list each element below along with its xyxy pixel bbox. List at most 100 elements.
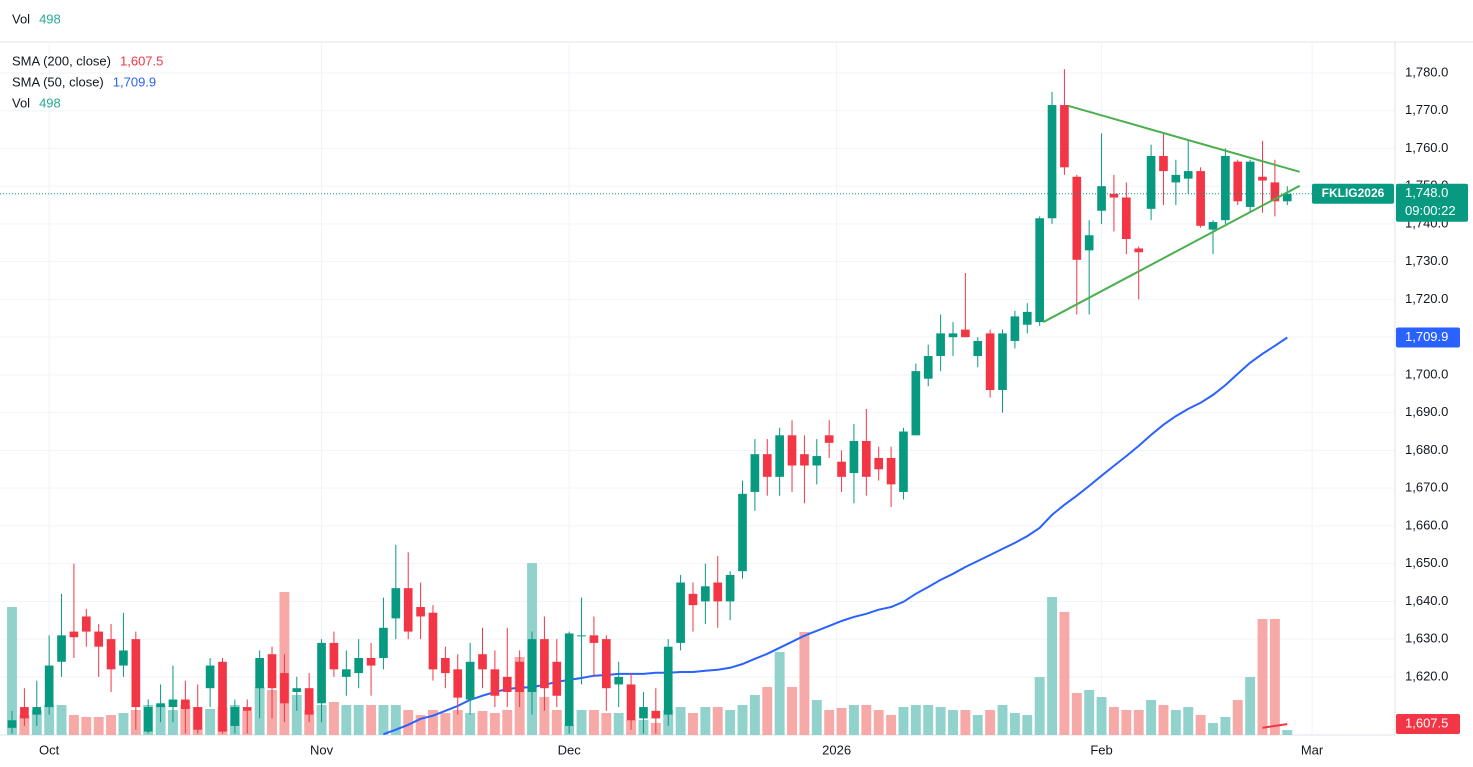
candle-body xyxy=(478,654,487,670)
last-price-label: 1,748.0 xyxy=(1405,185,1448,200)
volume-bar xyxy=(601,713,612,735)
volume-bar xyxy=(328,702,339,735)
candle-body xyxy=(230,707,240,726)
candle-body xyxy=(502,676,512,692)
y-tick-label: 1,620.0 xyxy=(1405,668,1448,683)
y-tick-label: 1,650.0 xyxy=(1405,555,1448,570)
candle-body xyxy=(317,642,326,704)
volume-bar xyxy=(428,710,438,735)
volume-bar xyxy=(106,715,117,735)
y-tick-label: 1,730.0 xyxy=(1405,253,1448,268)
candle-body xyxy=(292,688,302,692)
x-tick-label: 2026 xyxy=(822,742,851,757)
candle-body xyxy=(44,665,54,708)
volume-bar xyxy=(762,687,773,735)
candle-body xyxy=(119,650,128,666)
candle-body xyxy=(936,333,945,357)
volume-bar xyxy=(1096,697,1107,735)
volume-bar xyxy=(1158,705,1169,735)
candle-body xyxy=(267,654,277,689)
candle-body xyxy=(1010,316,1020,341)
x-tick-label: Feb xyxy=(1090,742,1112,757)
volume-bar xyxy=(935,707,946,735)
candle-body xyxy=(552,661,562,696)
candle-body xyxy=(218,661,227,732)
candle-body xyxy=(923,356,933,379)
candle-body xyxy=(1221,155,1230,221)
y-tick-label: 1,770.0 xyxy=(1405,102,1448,117)
volume-bar xyxy=(588,710,599,735)
candle-body xyxy=(193,707,203,730)
candle-body xyxy=(564,633,574,726)
volume-bar xyxy=(1269,619,1280,735)
volume-bar xyxy=(56,705,67,735)
candle-body xyxy=(713,582,723,602)
y-tick-label: 1,680.0 xyxy=(1405,442,1448,457)
y-tick-label: 1,630.0 xyxy=(1405,631,1448,646)
price-badge xyxy=(1396,183,1468,222)
volume-bar xyxy=(502,710,513,735)
volume-bar xyxy=(489,713,500,735)
volume-bar xyxy=(1146,700,1157,735)
candle-body xyxy=(998,333,1007,391)
candle-body xyxy=(663,646,673,715)
volume-bar xyxy=(118,713,129,735)
volume-bar xyxy=(948,710,958,735)
sma-badge xyxy=(1396,327,1460,348)
candle-body xyxy=(911,371,921,436)
volume-bar xyxy=(1208,723,1218,735)
candle-body xyxy=(837,461,846,477)
volume-bar xyxy=(390,705,401,735)
volume-bar xyxy=(1108,707,1119,735)
candle-body xyxy=(391,588,401,619)
x-tick-label: Dec xyxy=(558,742,582,757)
candle-body xyxy=(762,454,772,477)
volume-bar xyxy=(291,695,302,735)
sma-badge-label: 1,607.5 xyxy=(1405,715,1448,730)
legend-name: SMA (200, close) xyxy=(12,53,111,68)
candle-body xyxy=(787,435,797,466)
x-tick-label: Nov xyxy=(310,742,334,757)
candle-body xyxy=(1233,161,1243,202)
volume-bar xyxy=(1232,700,1243,735)
candle-body xyxy=(1035,218,1044,323)
x-tick-label: Mar xyxy=(1301,742,1324,757)
candle-body xyxy=(1245,161,1255,207)
candle-body xyxy=(403,588,413,632)
volume-bar xyxy=(1047,597,1057,735)
candle-body xyxy=(168,699,178,708)
volume-bar xyxy=(304,710,315,735)
legend-value: 498 xyxy=(39,95,61,110)
volume-bar xyxy=(341,705,352,735)
price-badges: FKLIG2026 1,748.0 09:00:22 1,607.5 1,709.9 xyxy=(1312,183,1468,735)
sma-line xyxy=(1262,723,1288,729)
volume-bar xyxy=(997,705,1008,735)
candle-body xyxy=(651,710,661,719)
candle-body xyxy=(1047,105,1057,219)
volume-bar xyxy=(81,717,92,735)
candle-body xyxy=(1146,155,1156,209)
volume-bar xyxy=(972,715,983,735)
volume-bar xyxy=(675,707,686,735)
candle-body xyxy=(540,639,549,689)
candle-body xyxy=(181,699,190,709)
volume-bar xyxy=(787,687,797,735)
candle-body xyxy=(280,673,289,704)
axes: 1,620.0 1,630.0 1,640.0 1,650.0 1,660.0 1,670… xyxy=(39,64,1448,757)
candle-body xyxy=(676,582,685,643)
candle-body xyxy=(81,616,91,632)
candle-body xyxy=(626,684,636,721)
candle-body xyxy=(750,454,760,492)
y-tick-label: 1,780.0 xyxy=(1405,64,1448,79)
volume-bar xyxy=(1059,612,1070,735)
symbol-label: FKLIG2026 xyxy=(1322,186,1385,200)
candle-body xyxy=(57,635,66,662)
candle-body xyxy=(614,676,624,685)
legend-name: Vol xyxy=(12,11,30,26)
candle-body xyxy=(1196,171,1205,226)
candle-body xyxy=(812,456,822,466)
volume-bar xyxy=(910,705,921,735)
candle-body xyxy=(701,586,710,602)
candle-body xyxy=(329,642,339,670)
